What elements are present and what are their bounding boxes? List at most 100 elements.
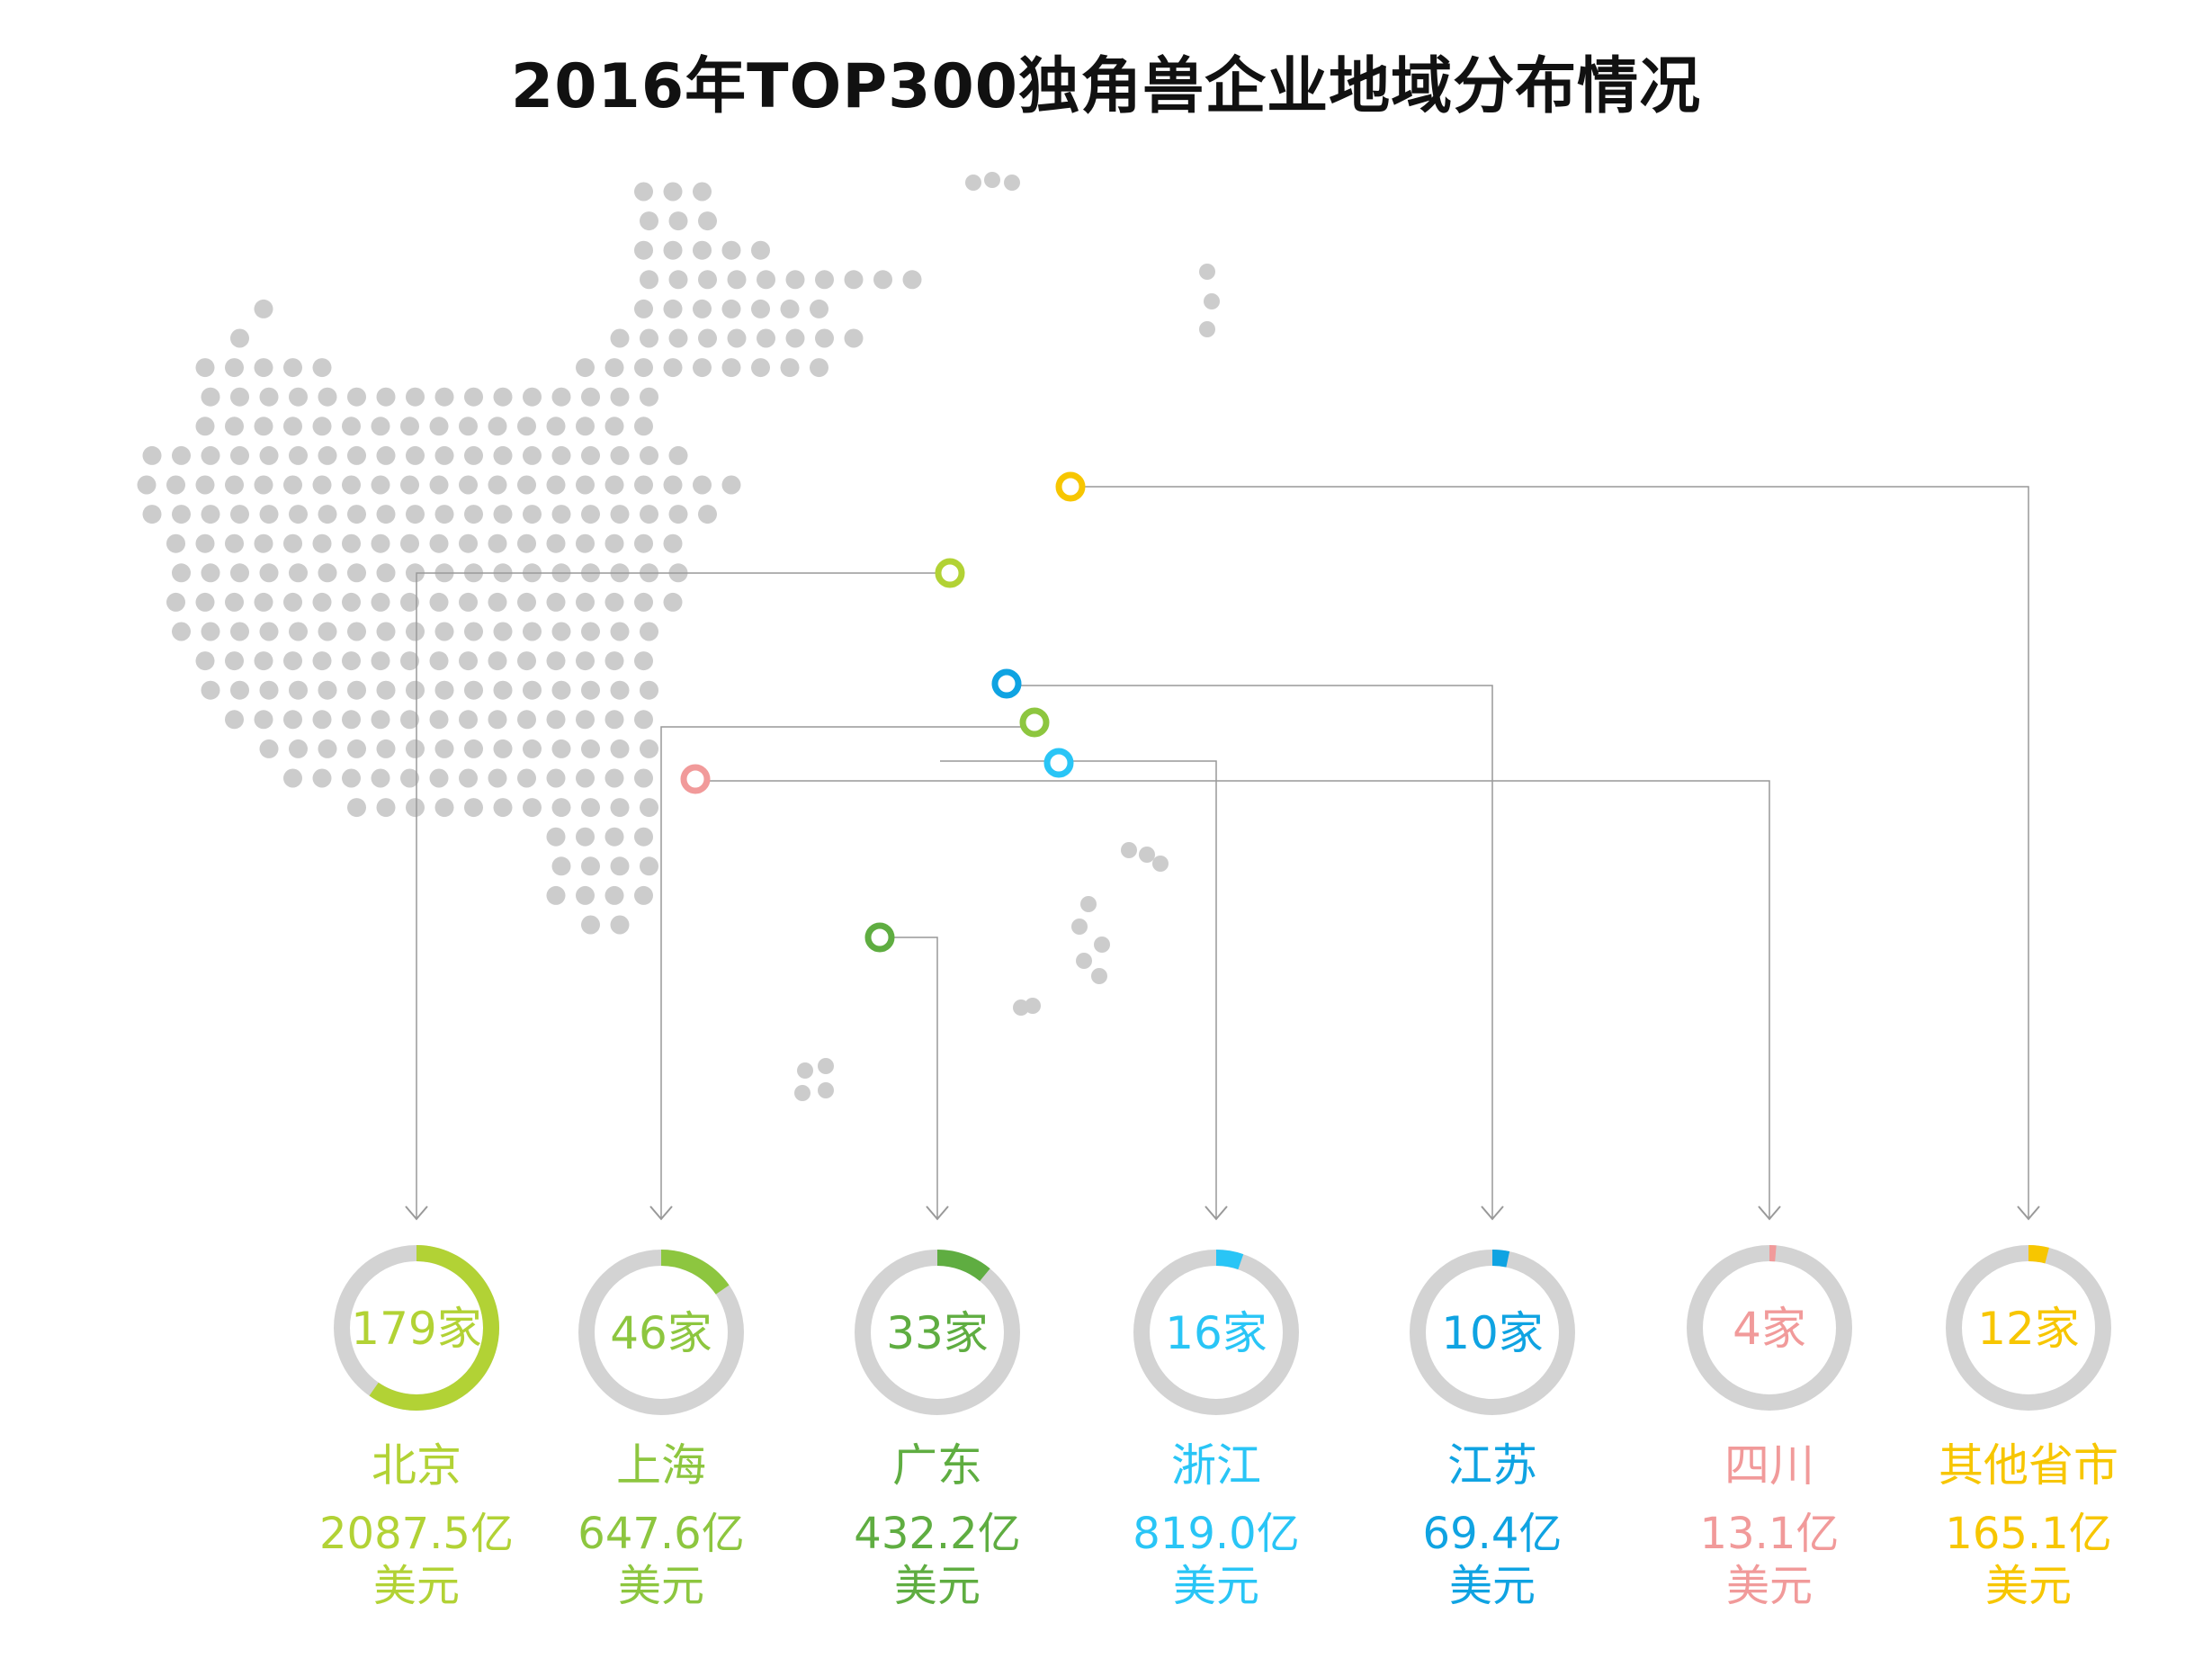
map-dot [434, 505, 454, 524]
map-dot [371, 592, 390, 612]
map-dot [604, 710, 624, 730]
map-dot [289, 739, 308, 758]
map-dot [640, 739, 658, 758]
map-dot [225, 417, 244, 436]
map-dot [640, 328, 658, 348]
map-dot [698, 270, 717, 290]
map-dot [785, 328, 805, 348]
map-dot [376, 387, 396, 407]
map-dot [376, 445, 396, 465]
map-dot [810, 358, 828, 378]
map-dot [254, 592, 273, 612]
map-dot [434, 739, 454, 758]
map-dot [581, 739, 600, 758]
map-dot [318, 505, 337, 524]
map-dot [371, 475, 390, 495]
map-dot [1091, 968, 1107, 984]
map-dot [459, 651, 478, 671]
map-dot [517, 533, 536, 553]
map-dot [464, 445, 483, 465]
map-dot [289, 563, 308, 583]
map-dot [551, 387, 571, 407]
map-dot [698, 211, 717, 231]
map-dot [400, 533, 419, 553]
map-dot [400, 710, 419, 730]
map-dot [347, 739, 366, 758]
map-dot [464, 387, 483, 407]
map-dot [406, 387, 425, 407]
city-marker [1019, 707, 1050, 738]
map-dot [434, 798, 454, 818]
map-dot [1094, 937, 1110, 953]
map-dot [780, 358, 800, 378]
map-dot [551, 622, 571, 641]
map-dot [604, 533, 624, 553]
map-dot [1080, 896, 1097, 912]
map-dot [663, 592, 683, 612]
map-dot [342, 417, 361, 436]
map-dot [815, 270, 834, 290]
map-dot [721, 358, 741, 378]
map-dot [289, 622, 308, 641]
map-dot [693, 240, 712, 260]
map-dot [640, 798, 658, 818]
map-dot [610, 915, 630, 935]
map-dot [283, 358, 302, 378]
donut-count-label: 12家 [1977, 1303, 2080, 1355]
map-dot [254, 475, 273, 495]
map-dot [283, 651, 302, 671]
map-dot [546, 651, 566, 671]
map-dot [254, 710, 273, 730]
map-dot [1121, 842, 1137, 858]
currency-label: 美元 [894, 1561, 981, 1611]
connector-line [1070, 486, 2040, 1221]
map-dot [1204, 293, 1220, 309]
map-dot [581, 387, 600, 407]
map-dot [259, 563, 279, 583]
map-dot [464, 505, 483, 524]
map-dot [172, 563, 191, 583]
map-dot [551, 505, 571, 524]
chart-title: 2016年TOP300独角兽企业地域分布情况 [510, 51, 1702, 122]
map-dot [312, 475, 332, 495]
map-dot [376, 739, 396, 758]
map-dot [254, 533, 273, 553]
map-dot [137, 475, 157, 495]
map-dot [225, 475, 244, 495]
map-dot [254, 299, 273, 318]
map-dot [406, 622, 425, 641]
map-dot [581, 798, 600, 818]
map-dot [640, 622, 658, 641]
map-dot [342, 533, 361, 553]
map-dot [610, 445, 630, 465]
map-dot [259, 680, 279, 700]
city-marker [935, 558, 965, 588]
region-name: 北京 [372, 1439, 461, 1492]
donut-count-label: 16家 [1165, 1307, 1267, 1359]
map-dot [289, 680, 308, 700]
map-dot [459, 768, 478, 788]
map-dot [230, 563, 249, 583]
map-dot [757, 270, 775, 290]
city-marker [680, 764, 711, 794]
map-dot [523, 680, 542, 700]
map-dot [517, 592, 536, 612]
donut-segment [1491, 1249, 1510, 1268]
map-dot [283, 417, 302, 436]
map-dot [488, 710, 507, 730]
map-dot [429, 417, 449, 436]
map-dot [668, 328, 688, 348]
map-dot [201, 563, 220, 583]
map-dot [581, 445, 600, 465]
map-dot [488, 592, 507, 612]
region-name: 浙江 [1171, 1439, 1261, 1492]
map-dot [195, 651, 215, 671]
map-dot [815, 328, 834, 348]
donut-count-label: 179家 [351, 1303, 481, 1355]
map-dot [464, 622, 483, 641]
map-dot [312, 651, 332, 671]
map-dot [576, 651, 595, 671]
map-dot [371, 417, 390, 436]
map-dot [551, 680, 571, 700]
